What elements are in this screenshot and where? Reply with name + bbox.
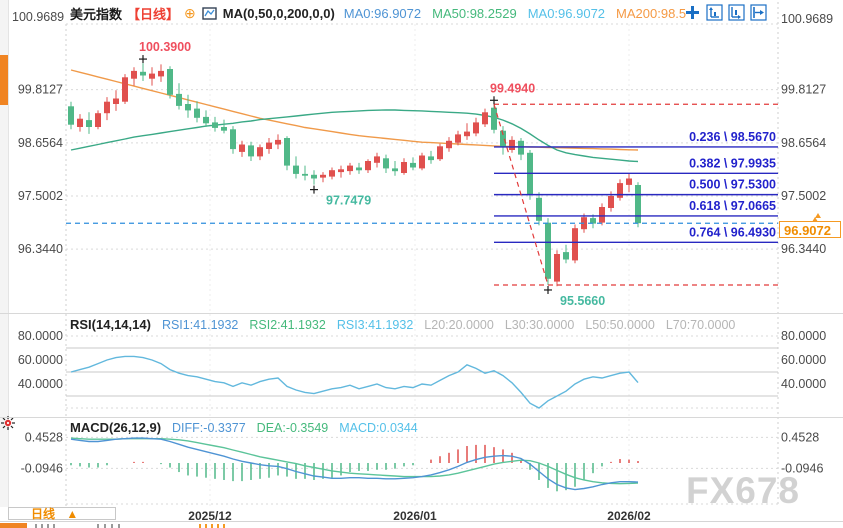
rsi-levels: L20:20.0000 L30:30.0000 L50:50.0000 L70:70.…: [424, 318, 735, 332]
axis-tick-label: 40.0000: [18, 377, 63, 391]
symbol-name: 美元指数: [70, 7, 123, 22]
axis-tick-label: 98.6564: [18, 136, 63, 150]
axis-tick-label: 99.8127: [18, 83, 63, 97]
fib-label: 0.618 \ 97.0665: [689, 199, 776, 213]
rsi-level-value: L50:50.0000: [585, 317, 655, 332]
rsi-value: RSI1:41.1932: [161, 317, 239, 332]
rsi-level-value: L20:20.0000: [424, 317, 494, 332]
fib-label: 0.382 \ 97.9935: [689, 156, 776, 170]
swing-high-label: 99.4940: [490, 81, 535, 95]
axis-tick-label: 96.3440: [18, 242, 63, 256]
rsi-level-value: L30:30.0000: [504, 317, 575, 332]
rsi-title: RSI(14,14,14): [70, 317, 151, 332]
rsi-panel-header: RSI(14,14,14) RSI1:41.1932 RSI2:41.1932 RS…: [70, 317, 735, 332]
macd-value: DEA:-0.3549: [256, 420, 329, 435]
period-up-arrow: ▲: [66, 507, 79, 521]
axis-tick-label: 98.6564: [781, 136, 826, 150]
strip-marks-1: [35, 524, 59, 528]
left-strip-orange-marker: [0, 55, 8, 105]
macd-diff-line: [70, 437, 639, 491]
axis-tick-label: 40.0000: [781, 377, 826, 391]
macd-value: MACD:0.0344: [339, 420, 418, 435]
axis-tick-label: 96.3440: [781, 242, 826, 256]
time-axis-month-label: 2025/12: [188, 509, 232, 523]
rsi-values: RSI1:41.1932 RSI2:41.1932 RSI3:41.1932: [162, 318, 413, 332]
rsi-level-value: L70:70.0000: [665, 317, 736, 332]
macd-dea-line: [70, 437, 639, 485]
fx678-watermark: FX678: [686, 470, 801, 511]
period-label: 日线: [31, 507, 56, 521]
fib-label: 0.764 \ 96.4930: [689, 225, 776, 239]
ma-value: MA0:96.9072: [343, 6, 422, 21]
fibonacci-levels: 0.236 \ 98.5670 0.382 \ 97.9935 0.500 \ 97…: [494, 130, 778, 244]
fib-label: 0.236 \ 98.5670: [689, 130, 776, 144]
axis-tick-label: -0.0946: [21, 461, 63, 475]
current-price-box: 96.9072: [779, 221, 841, 238]
left-tool-strip: [0, 0, 9, 528]
strip-marks-orange: [199, 524, 229, 528]
crosshair-icon[interactable]: [684, 4, 701, 21]
strip-marks-2: [97, 524, 125, 528]
fib-label: 0.500 \ 97.5300: [689, 178, 776, 192]
axis-tick-label: 99.8127: [781, 83, 826, 97]
ma50-line: [70, 109, 639, 163]
macd-title: MACD(26,12,9): [70, 420, 162, 435]
scale-y-axis-icon[interactable]: [706, 4, 723, 21]
macd-value: DIFF:-0.3377: [172, 420, 246, 435]
axis-price-top-left: 100.9689: [12, 10, 65, 24]
sun-alert-icon[interactable]: [0, 415, 18, 433]
strip-orange-tab: [0, 523, 27, 528]
swing-low-label: 97.7479: [326, 194, 371, 208]
axis-tick-label: 0.4528: [781, 430, 819, 444]
shift-chart-icon[interactable]: [750, 4, 767, 21]
rsi-value: RSI2:41.1932: [249, 317, 326, 332]
axis-tick-label: 60.0000: [781, 353, 826, 367]
macd-values: DIFF:-0.3377 DEA:-0.3549 MACD:0.0344: [172, 421, 418, 435]
period-badge: 【日线】: [127, 7, 180, 22]
swing-low-label: 95.5660: [560, 294, 605, 308]
axis-tick-label: 97.5002: [18, 189, 63, 203]
axis-tick-label: 0.4528: [25, 430, 63, 444]
axis-tick-label: -0.0946: [781, 461, 823, 475]
ma-value: MA200:98.5: [616, 6, 687, 21]
time-axis-month-label: 2026/02: [607, 509, 651, 523]
candlestick-series: [68, 63, 641, 287]
axis-tick-label: 80.0000: [781, 329, 826, 343]
macd-panel-header: MACD(26,12,9) DIFF:-0.3377 DEA:-0.3549 MAC…: [70, 420, 418, 435]
scale-x-axis-icon[interactable]: [728, 4, 745, 21]
add-indicator-icon[interactable]: ⊕: [184, 5, 196, 21]
chart-toolbar: [684, 4, 767, 21]
time-axis[interactable]: [0, 507, 843, 521]
ma200-line: [70, 69, 639, 151]
axis-tick-label: 80.0000: [18, 329, 63, 343]
chart-type-icon[interactable]: [202, 7, 217, 20]
ma-values: MA0:96.9072 MA50:98.2529 MA0:96.9072 MA200:…: [344, 6, 686, 21]
swing-markers: 100.3900 97.7479 99.4940 95.5660: [139, 40, 605, 308]
price-arrow-icon: [812, 213, 821, 222]
ma-value: MA50:98.2529: [432, 6, 517, 21]
chart-header: 美元指数 【日线】 ⊕ MA(0,50,0,200,0,0) MA0:96.90…: [70, 4, 686, 23]
rsi-line: [70, 355, 639, 409]
next-panel-strip: [0, 521, 843, 528]
rsi-value: RSI3:41.1932: [336, 317, 414, 332]
ma-formula: MA(0,50,0,200,0,0): [222, 6, 335, 21]
time-axis-month-label: 2026/01: [393, 509, 437, 523]
swing-high-label: 100.3900: [139, 40, 191, 54]
axis-tick-label: 60.0000: [18, 353, 63, 367]
ma-value: MA0:96.9072: [527, 6, 606, 21]
axis-tick-label: 97.5002: [781, 189, 826, 203]
axis-price-top-right: 100.9689: [781, 12, 834, 26]
period-selector-button[interactable]: 日线 ▲: [8, 507, 116, 521]
